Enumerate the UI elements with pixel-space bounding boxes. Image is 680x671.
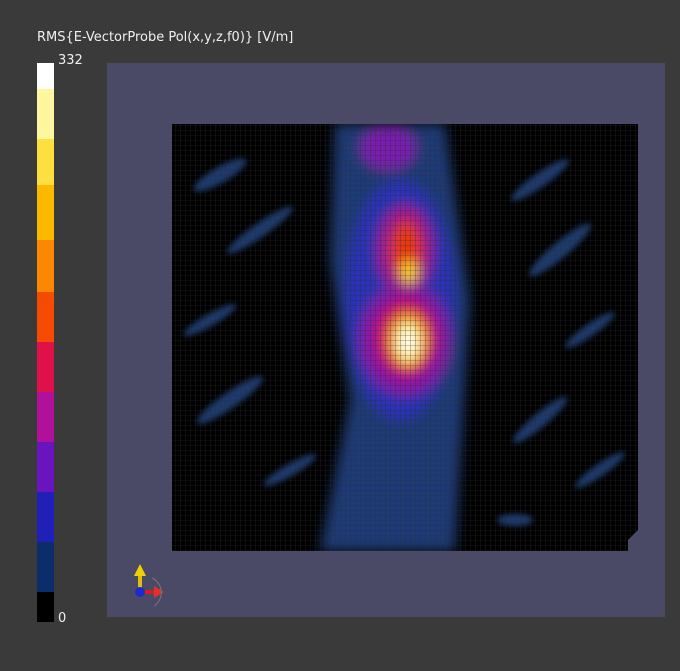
axes-triad <box>134 564 164 607</box>
field-map <box>172 124 638 551</box>
colorbar-max: 332 <box>58 53 83 68</box>
colorbar-min: 0 <box>58 611 67 626</box>
colorbar-title: RMS{E-VectorProbe Pol(x,y,z,f0)} [V/m] <box>37 30 294 45</box>
colorbar <box>37 63 54 622</box>
